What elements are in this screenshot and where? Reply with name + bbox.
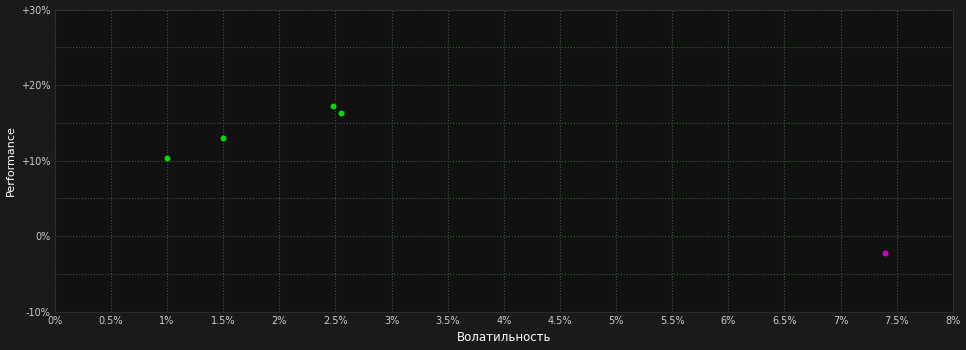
Point	[878, 250, 894, 255]
Point	[159, 155, 175, 161]
Point	[333, 110, 349, 116]
Point	[215, 135, 231, 141]
Point	[326, 104, 341, 109]
X-axis label: Волатильность: Волатильность	[457, 331, 551, 344]
Y-axis label: Performance: Performance	[6, 125, 15, 196]
